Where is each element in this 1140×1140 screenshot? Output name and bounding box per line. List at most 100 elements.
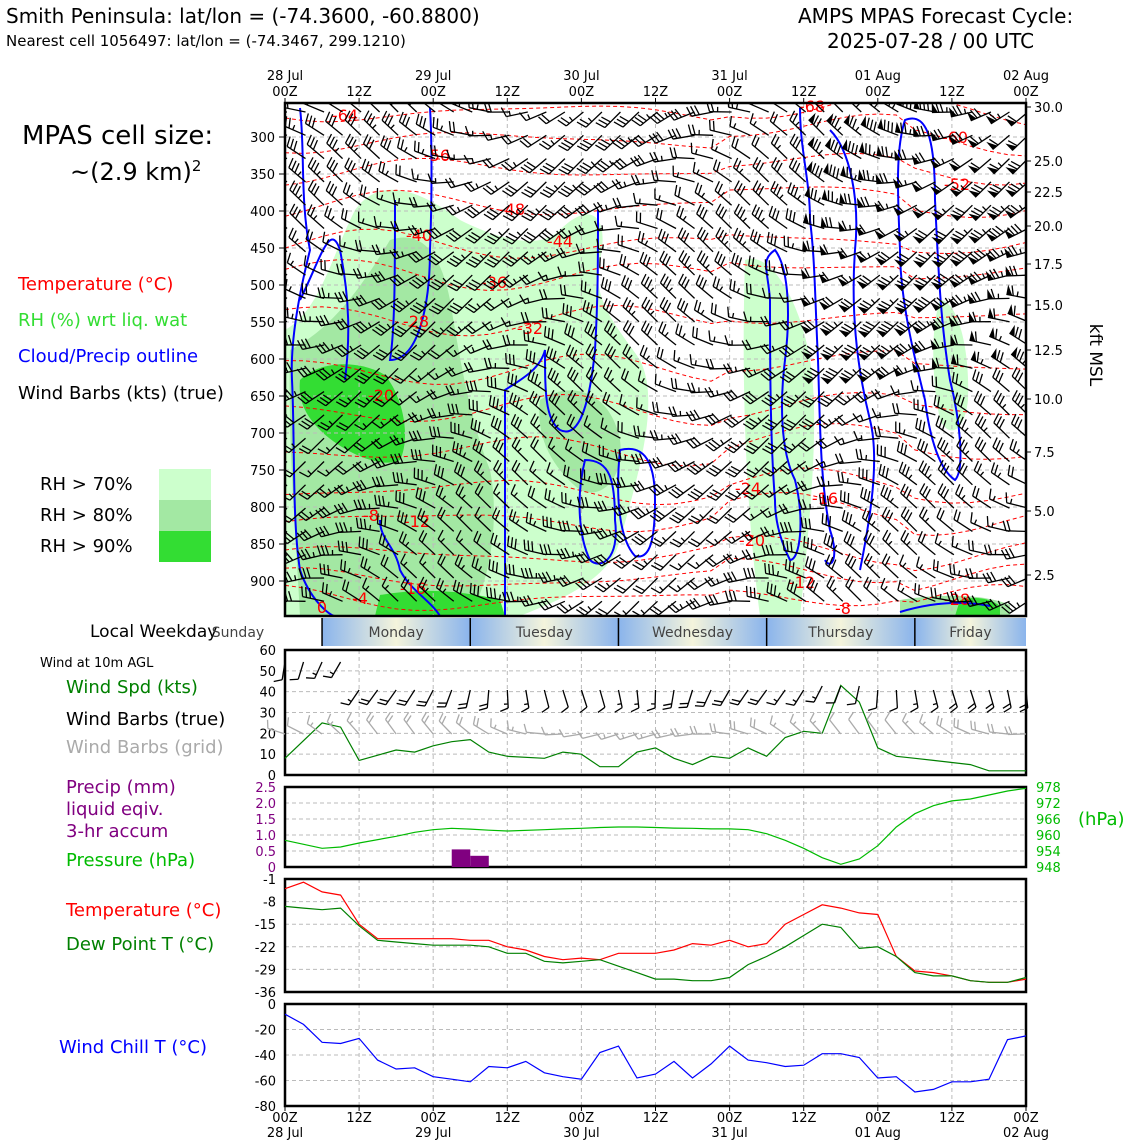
barb-half-flag bbox=[343, 446, 349, 451]
barb-flag bbox=[735, 160, 742, 171]
barb-flag bbox=[904, 123, 907, 134]
barb-half-flag bbox=[992, 495, 996, 501]
section-wind-barb bbox=[352, 268, 380, 279]
barb-flag bbox=[933, 233, 944, 240]
barb-flag bbox=[381, 576, 388, 587]
section-wind-barb bbox=[856, 344, 881, 361]
barb-half-flag bbox=[312, 367, 316, 373]
barb-half-flag bbox=[519, 404, 523, 410]
barb-staff bbox=[848, 719, 860, 735]
section-wind-barb bbox=[520, 567, 547, 579]
barb-flag bbox=[942, 442, 949, 453]
section-wind-barb bbox=[931, 375, 955, 393]
barb-flag bbox=[401, 533, 407, 544]
barb-flag bbox=[969, 109, 978, 119]
barb-staff bbox=[881, 562, 899, 579]
barb-flag bbox=[936, 276, 946, 283]
barb-flag bbox=[653, 605, 663, 613]
barb-flag bbox=[674, 486, 684, 494]
barb-flag bbox=[745, 420, 756, 428]
barb-flag bbox=[548, 390, 555, 400]
barb-half-flag bbox=[945, 450, 951, 456]
section-wind-barb bbox=[341, 579, 362, 602]
wind-barb-grid bbox=[266, 719, 286, 735]
barb-flag bbox=[318, 507, 327, 517]
barb-half-flag bbox=[1016, 291, 1019, 297]
barb-flag bbox=[428, 331, 439, 338]
barb-flag bbox=[528, 567, 533, 579]
barb-staff bbox=[361, 168, 381, 183]
barb-flag bbox=[674, 511, 685, 519]
barb-flag bbox=[523, 539, 526, 550]
section-wind-barb bbox=[360, 556, 380, 579]
barb-flag bbox=[599, 473, 604, 484]
barb-flag bbox=[417, 508, 423, 519]
barb-flag bbox=[884, 509, 891, 520]
section-wind-barb bbox=[844, 553, 862, 579]
section-wind-barb bbox=[612, 554, 640, 569]
barb-pennant bbox=[860, 115, 866, 128]
barb-pennant bbox=[930, 301, 941, 311]
barb-flag bbox=[980, 442, 987, 452]
barb-staff bbox=[813, 685, 823, 703]
barb-flag bbox=[743, 311, 748, 322]
barb-flag bbox=[803, 295, 811, 305]
section-wind-barb bbox=[444, 366, 473, 377]
barb-flag bbox=[885, 532, 892, 543]
barb-flag bbox=[852, 394, 862, 403]
section-wind-barb bbox=[353, 344, 381, 360]
barb-half-flag bbox=[440, 538, 445, 543]
barb-staff bbox=[877, 454, 899, 463]
barb-flag bbox=[628, 302, 634, 313]
barb-flag bbox=[889, 707, 898, 713]
barb-half-flag bbox=[343, 241, 346, 247]
barb-flag bbox=[646, 707, 656, 712]
section-wind-barb bbox=[987, 288, 1010, 300]
barb-half-flag bbox=[312, 552, 315, 558]
section-wind-barb bbox=[306, 134, 325, 160]
temperature-contour bbox=[285, 103, 1026, 126]
barb-flag bbox=[955, 373, 959, 385]
section-wind-barb bbox=[400, 553, 418, 579]
barb-staff bbox=[749, 122, 770, 136]
barb-flag bbox=[967, 702, 976, 710]
barb-flag bbox=[463, 326, 473, 335]
barb-flag bbox=[477, 421, 481, 433]
section-wind-barb bbox=[915, 556, 936, 579]
barb-half-flag bbox=[385, 542, 390, 548]
section-wind-barb bbox=[676, 297, 695, 323]
barb-pennant bbox=[951, 353, 957, 365]
barb-flag bbox=[354, 239, 359, 251]
barb-flag bbox=[408, 395, 417, 404]
section-wind-barb bbox=[507, 372, 529, 393]
barb-flag bbox=[664, 233, 669, 244]
section-wind-barb bbox=[319, 563, 343, 579]
barb-flag bbox=[262, 102, 265, 112]
barb-flag bbox=[780, 446, 790, 454]
barb-half-flag bbox=[833, 321, 838, 327]
barb-flag bbox=[959, 439, 966, 450]
barb-staff bbox=[880, 587, 899, 602]
barb-flag bbox=[541, 572, 548, 582]
barb-flag bbox=[651, 564, 661, 571]
barb-half-flag bbox=[398, 198, 401, 204]
barb-flag bbox=[367, 163, 373, 174]
barb-flag bbox=[577, 730, 584, 739]
barb-flag bbox=[470, 206, 480, 214]
barb-flag bbox=[313, 185, 320, 196]
barb-flag bbox=[668, 491, 678, 499]
barb-half-flag bbox=[439, 327, 445, 332]
section-wind-barb bbox=[948, 131, 973, 146]
barb-staff bbox=[490, 726, 508, 735]
section-wind-barb bbox=[714, 180, 733, 206]
section-wind-barb bbox=[565, 344, 584, 369]
barb-staff bbox=[422, 103, 436, 113]
barb-staff bbox=[769, 120, 788, 136]
barb-flag bbox=[992, 367, 998, 378]
barb-flag bbox=[337, 484, 346, 494]
barb-flag bbox=[306, 134, 312, 145]
barb-half-flag bbox=[527, 114, 531, 120]
barb-flag bbox=[360, 556, 365, 567]
barb-staff bbox=[693, 171, 714, 183]
barb-flag bbox=[262, 518, 271, 523]
